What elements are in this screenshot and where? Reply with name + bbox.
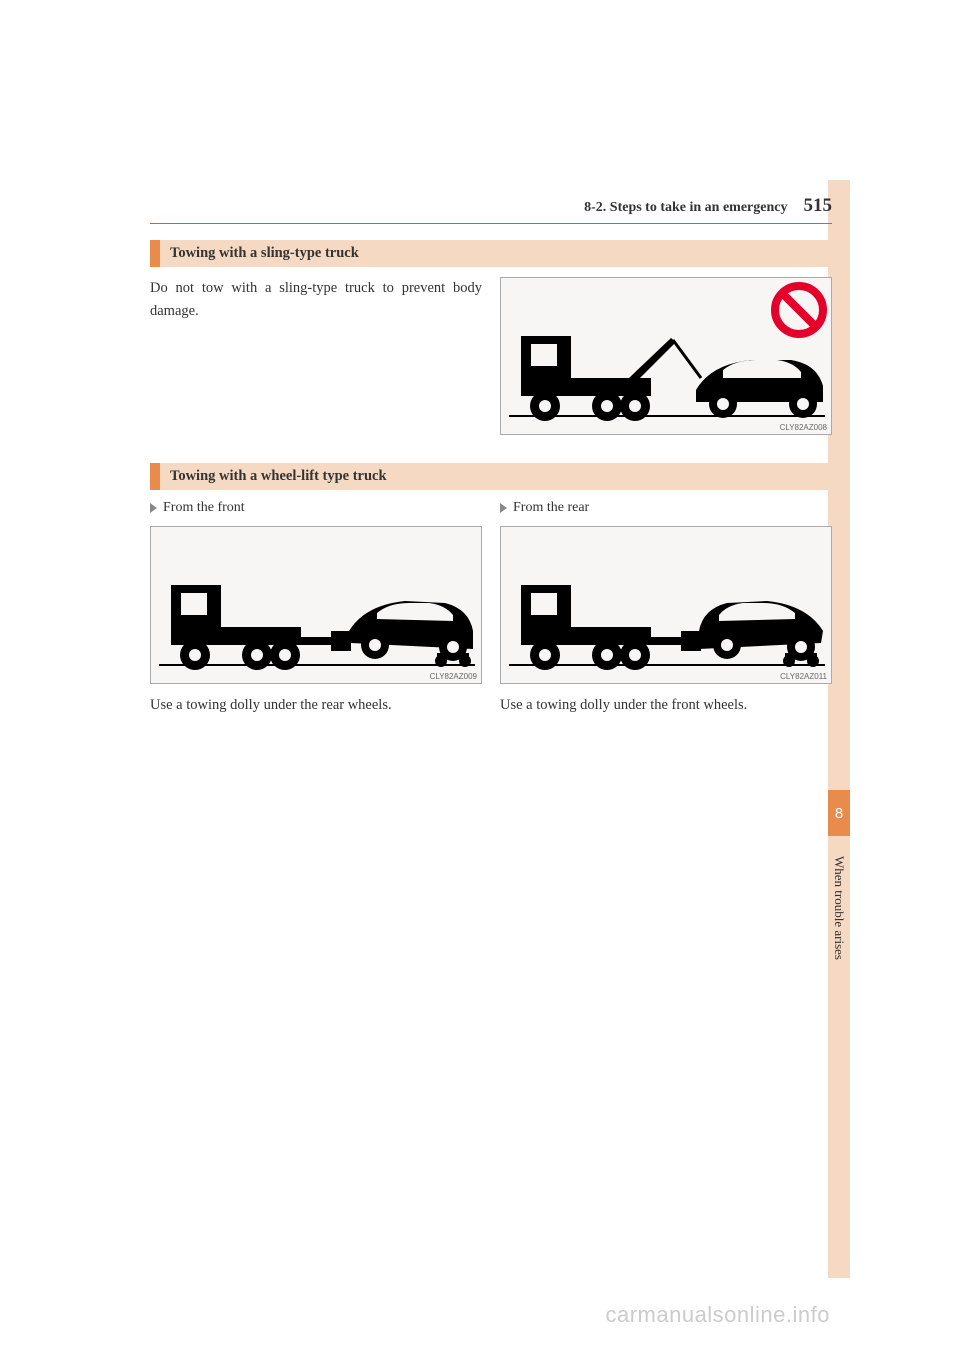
page-number: 515	[804, 195, 833, 217]
figure-code: CLY82AZ009	[430, 672, 477, 681]
watermark: carmanualsonline.info	[605, 1302, 830, 1328]
page-header: 8-2. Steps to take in an emergency 515	[150, 195, 832, 224]
section-heading-sling: Towing with a sling-type truck	[150, 240, 832, 267]
caption-front: Use a towing dolly under the rear wheels…	[150, 694, 482, 717]
section-heading-wheellift: Towing with a wheel-lift type truck	[150, 463, 832, 490]
figure-sling: CLY82AZ008	[500, 277, 832, 435]
subheading-rear: From the rear	[500, 500, 832, 516]
figure-front: CLY82AZ009	[150, 526, 482, 684]
chapter-number: 8	[835, 805, 843, 822]
sling-body-text: Do not tow with a sling-type truck to pr…	[150, 277, 482, 435]
figure-code: CLY82AZ011	[780, 672, 827, 681]
triangle-icon	[500, 503, 507, 513]
subheading-front-label: From the front	[163, 500, 245, 516]
subheading-rear-label: From the rear	[513, 500, 589, 516]
section-label: 8-2. Steps to take in an emergency	[584, 200, 787, 216]
subheading-front: From the front	[150, 500, 482, 516]
figure-rear: CLY82AZ011	[500, 526, 832, 684]
caption-rear: Use a towing dolly under the front wheel…	[500, 694, 832, 717]
triangle-icon	[150, 503, 157, 513]
figure-code: CLY82AZ008	[780, 423, 827, 432]
